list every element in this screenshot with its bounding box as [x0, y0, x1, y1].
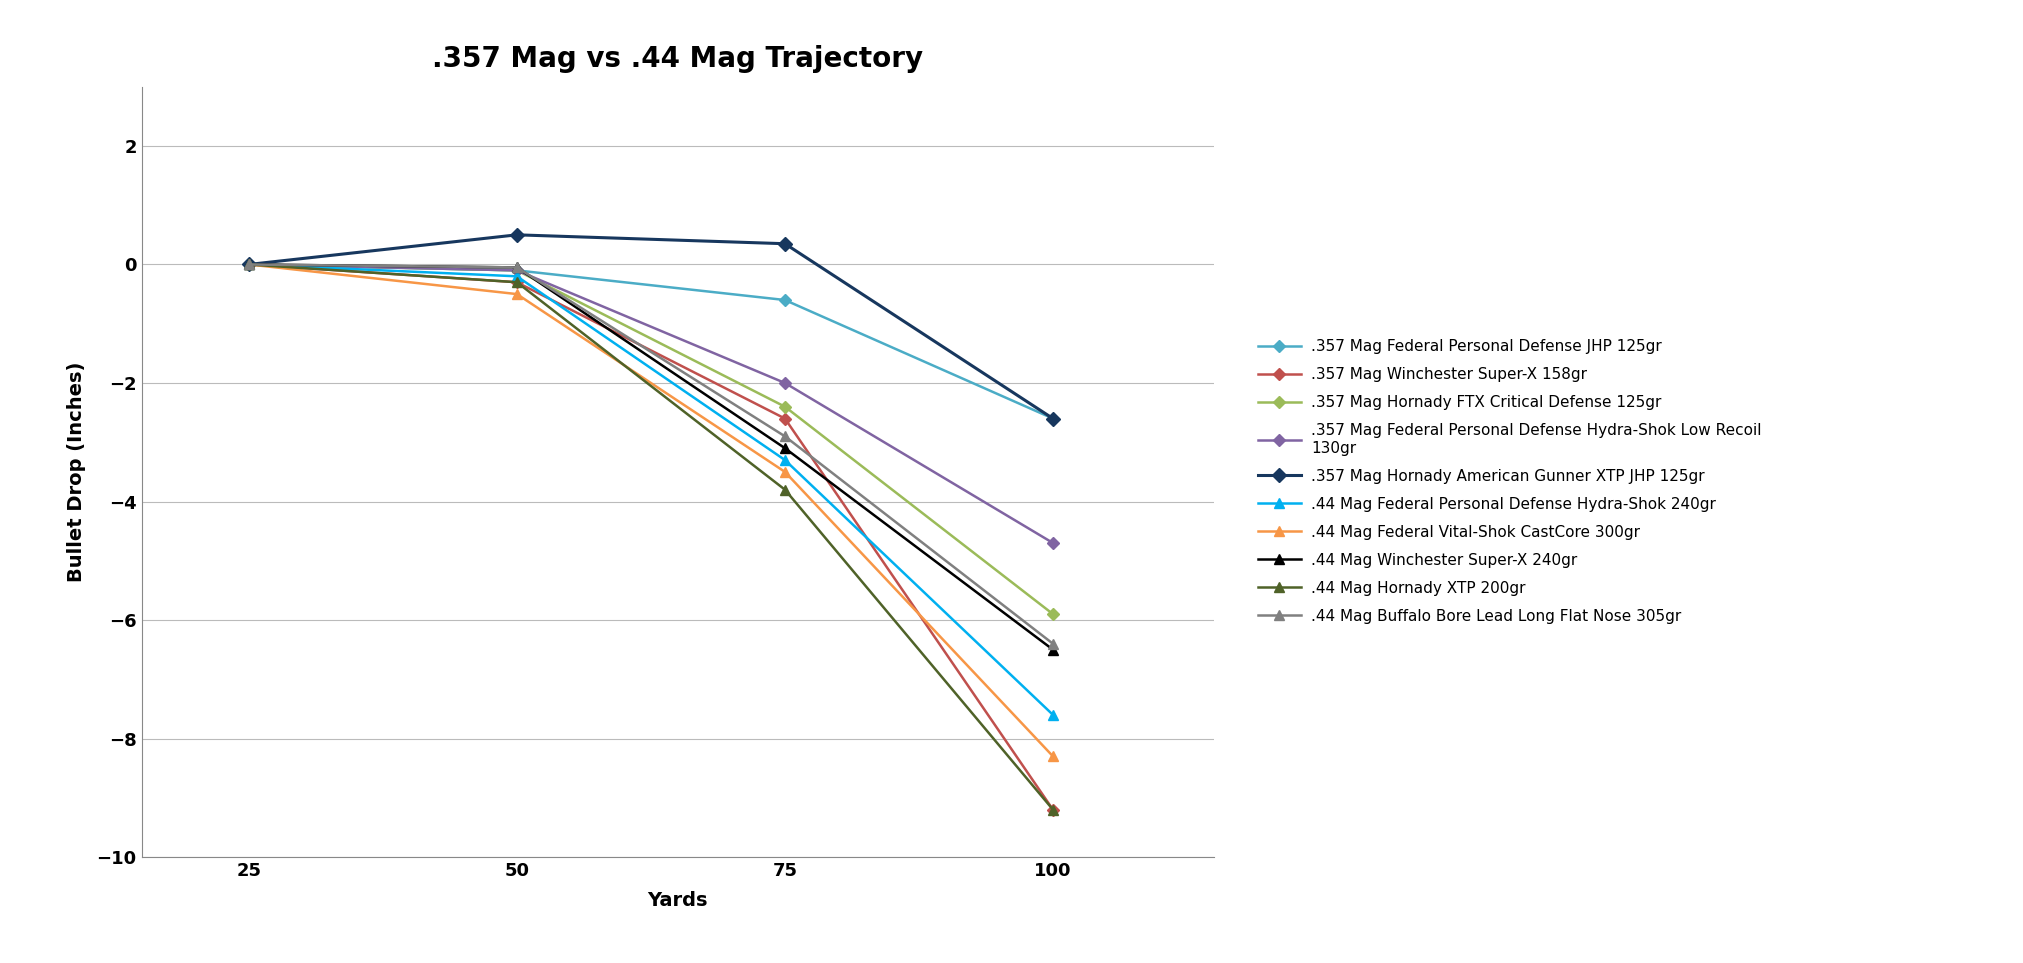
.357 Mag Hornady FTX Critical Defense 125gr	[773, 401, 797, 412]
.357 Mag Hornady FTX Critical Defense 125gr	[1040, 609, 1064, 620]
.357 Mag Winchester Super-X 158gr	[237, 259, 261, 271]
.357 Mag Federal Personal Defense JHP 125gr	[237, 259, 261, 271]
.44 Mag Buffalo Bore Lead Long Flat Nose 305gr	[506, 262, 530, 273]
.357 Mag Hornady American Gunner XTP JHP 125gr	[1040, 413, 1064, 425]
.357 Mag Hornady American Gunner XTP JHP 125gr	[237, 259, 261, 271]
Line: .357 Mag Federal Personal Defense JHP 125gr: .357 Mag Federal Personal Defense JHP 12…	[245, 260, 1058, 423]
.44 Mag Federal Personal Defense Hydra-Shok 240gr	[773, 455, 797, 466]
.357 Mag Federal Personal Defense Hydra-Shok Low Recoil
130gr	[773, 377, 797, 389]
.357 Mag Federal Personal Defense Hydra-Shok Low Recoil
130gr	[1040, 537, 1064, 549]
.44 Mag Hornady XTP 200gr	[506, 276, 530, 288]
Legend: .357 Mag Federal Personal Defense JHP 125gr, .357 Mag Winchester Super-X 158gr, : .357 Mag Federal Personal Defense JHP 12…	[1252, 333, 1768, 630]
.44 Mag Federal Vital-Shok CastCore 300gr	[773, 466, 797, 478]
.357 Mag Winchester Super-X 158gr	[773, 413, 797, 425]
Line: .44 Mag Federal Personal Defense Hydra-Shok 240gr: .44 Mag Federal Personal Defense Hydra-S…	[245, 260, 1058, 719]
Line: .44 Mag Winchester Super-X 240gr: .44 Mag Winchester Super-X 240gr	[245, 260, 1058, 655]
Title: .357 Mag vs .44 Mag Trajectory: .357 Mag vs .44 Mag Trajectory	[433, 45, 922, 73]
.357 Mag Hornady FTX Critical Defense 125gr	[237, 259, 261, 271]
.44 Mag Federal Vital-Shok CastCore 300gr	[1040, 750, 1064, 762]
.357 Mag Federal Personal Defense JHP 125gr	[773, 295, 797, 306]
.44 Mag Federal Personal Defense Hydra-Shok 240gr	[1040, 709, 1064, 720]
.44 Mag Buffalo Bore Lead Long Flat Nose 305gr	[237, 259, 261, 271]
.44 Mag Winchester Super-X 240gr	[773, 442, 797, 454]
Line: .357 Mag Hornady American Gunner XTP JHP 125gr: .357 Mag Hornady American Gunner XTP JHP…	[245, 230, 1058, 424]
.357 Mag Winchester Super-X 158gr	[506, 276, 530, 288]
Line: .44 Mag Hornady XTP 200gr: .44 Mag Hornady XTP 200gr	[245, 260, 1058, 815]
.44 Mag Winchester Super-X 240gr	[506, 262, 530, 273]
.44 Mag Hornady XTP 200gr	[1040, 804, 1064, 816]
.44 Mag Buffalo Bore Lead Long Flat Nose 305gr	[773, 430, 797, 442]
.357 Mag Federal Personal Defense Hydra-Shok Low Recoil
130gr	[506, 265, 530, 276]
.357 Mag Federal Personal Defense JHP 125gr	[1040, 413, 1064, 425]
.44 Mag Federal Vital-Shok CastCore 300gr	[506, 288, 530, 299]
Line: .44 Mag Buffalo Bore Lead Long Flat Nose 305gr: .44 Mag Buffalo Bore Lead Long Flat Nose…	[245, 260, 1058, 649]
Line: .357 Mag Hornady FTX Critical Defense 125gr: .357 Mag Hornady FTX Critical Defense 12…	[245, 260, 1058, 618]
Line: .357 Mag Federal Personal Defense Hydra-Shok Low Recoil
130gr: .357 Mag Federal Personal Defense Hydra-…	[245, 260, 1058, 547]
.44 Mag Winchester Super-X 240gr	[1040, 644, 1064, 656]
.357 Mag Hornady American Gunner XTP JHP 125gr	[773, 238, 797, 249]
.44 Mag Federal Vital-Shok CastCore 300gr	[237, 259, 261, 271]
.357 Mag Federal Personal Defense JHP 125gr	[506, 265, 530, 276]
.44 Mag Winchester Super-X 240gr	[237, 259, 261, 271]
Line: .357 Mag Winchester Super-X 158gr: .357 Mag Winchester Super-X 158gr	[245, 260, 1058, 814]
.357 Mag Hornady American Gunner XTP JHP 125gr	[506, 229, 530, 241]
Y-axis label: Bullet Drop (Inches): Bullet Drop (Inches)	[67, 362, 85, 582]
.44 Mag Hornady XTP 200gr	[237, 259, 261, 271]
Line: .44 Mag Federal Vital-Shok CastCore 300gr: .44 Mag Federal Vital-Shok CastCore 300g…	[245, 260, 1058, 761]
.44 Mag Buffalo Bore Lead Long Flat Nose 305gr	[1040, 638, 1064, 649]
.357 Mag Federal Personal Defense Hydra-Shok Low Recoil
130gr	[237, 259, 261, 271]
X-axis label: Yards: Yards	[647, 891, 708, 910]
.357 Mag Winchester Super-X 158gr	[1040, 804, 1064, 816]
.357 Mag Hornady FTX Critical Defense 125gr	[506, 265, 530, 276]
.44 Mag Hornady XTP 200gr	[773, 483, 797, 495]
.44 Mag Federal Personal Defense Hydra-Shok 240gr	[506, 271, 530, 282]
.44 Mag Federal Personal Defense Hydra-Shok 240gr	[237, 259, 261, 271]
